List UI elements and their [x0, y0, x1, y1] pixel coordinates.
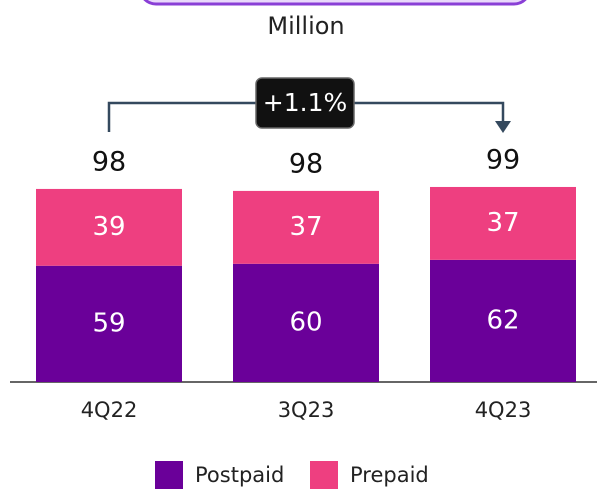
bar-segment — [36, 188, 182, 266]
x-tick-label: 4Q23 — [475, 398, 532, 422]
total-label: 99 — [486, 144, 520, 175]
bracket-arrow — [495, 121, 511, 133]
data-label: 59 — [92, 308, 125, 338]
bar-segment — [233, 190, 379, 264]
x-tick-label: 3Q23 — [278, 398, 335, 422]
bar-segment — [36, 265, 182, 382]
data-label: 39 — [92, 212, 125, 242]
total-label: 98 — [289, 148, 323, 179]
legend-swatch — [310, 461, 338, 489]
bar-segment — [430, 186, 576, 260]
bar-segment — [233, 263, 379, 382]
header-pill — [143, 0, 527, 6]
data-label: 37 — [486, 208, 519, 238]
data-label: 37 — [289, 212, 322, 242]
data-label: 60 — [289, 307, 322, 337]
legend-swatch — [155, 461, 183, 489]
bar-segment — [430, 259, 576, 382]
total-label: 98 — [92, 146, 126, 177]
chart-subtitle: Million — [267, 12, 344, 40]
legend-label: Postpaid — [195, 463, 284, 487]
annotation: +1.1% — [263, 88, 347, 117]
data-label: 62 — [486, 305, 519, 335]
x-tick-label: 4Q22 — [81, 398, 138, 422]
annotation-box — [255, 77, 355, 129]
legend-label: Prepaid — [350, 463, 429, 487]
